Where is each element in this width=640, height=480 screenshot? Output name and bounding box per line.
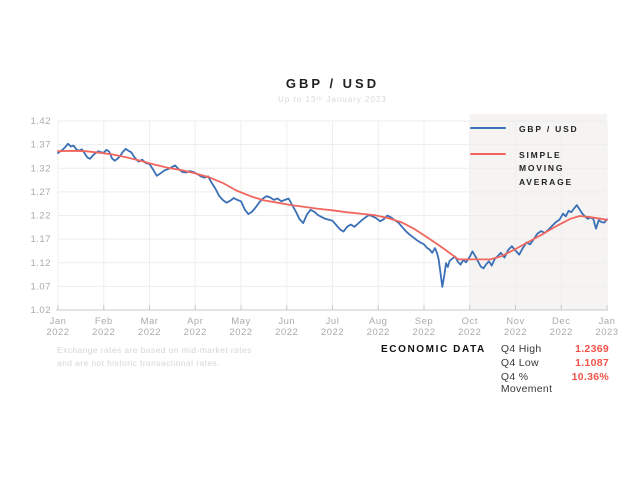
svg-text:1.37: 1.37: [31, 140, 52, 151]
gbp-usd-line-swatch: [470, 127, 506, 129]
chart-legend: GBP / USD SIMPLE MOVING AVERAGE: [470, 123, 610, 202]
legend-label: SIMPLE MOVING AVERAGE: [519, 150, 574, 187]
svg-text:2023: 2023: [595, 327, 618, 338]
svg-text:May: May: [231, 316, 250, 327]
economic-data-heading: ECONOMIC DATA: [381, 344, 486, 355]
svg-text:2022: 2022: [275, 327, 298, 338]
svg-text:2022: 2022: [138, 327, 161, 338]
footnote-line: Exchange rates are based on mid-market r…: [57, 345, 252, 355]
svg-text:2022: 2022: [321, 327, 344, 338]
svg-text:Feb: Feb: [95, 316, 113, 327]
svg-text:Dec: Dec: [552, 316, 570, 327]
svg-text:Jul: Jul: [326, 316, 340, 327]
svg-text:2022: 2022: [184, 327, 207, 338]
svg-text:1.22: 1.22: [31, 211, 52, 222]
svg-text:Jun: Jun: [278, 316, 295, 327]
svg-text:Aug: Aug: [369, 316, 387, 327]
svg-text:1.02: 1.02: [31, 305, 52, 316]
disclaimer-footnote: Exchange rates are based on mid-market r…: [57, 344, 252, 370]
q4-low-label: Q4 Low: [500, 357, 539, 369]
q4-movement-label: Q4 % Movement: [500, 371, 553, 395]
svg-text:2022: 2022: [92, 327, 115, 338]
svg-text:1.32: 1.32: [31, 163, 52, 174]
table-row: Q4 % Movement 10.36%: [501, 371, 609, 395]
q4-movement-value: 10.36%: [571, 371, 609, 383]
svg-text:1.42: 1.42: [31, 116, 52, 127]
footnote-line: and are not historic transactional rates…: [57, 358, 220, 369]
table-row: Q4 High 1.2369: [501, 343, 609, 355]
svg-text:Oct: Oct: [462, 316, 478, 327]
svg-text:2022: 2022: [229, 327, 252, 338]
svg-text:1.27: 1.27: [31, 187, 52, 198]
page-subtitle: Up to 13ᵗʰ January 2023: [278, 95, 387, 104]
svg-text:2022: 2022: [46, 327, 69, 338]
legend-label: GBP / USD: [519, 124, 579, 134]
svg-text:Sep: Sep: [415, 316, 433, 327]
q4-high-label: Q4 High: [500, 343, 542, 355]
svg-text:Jan: Jan: [50, 316, 67, 327]
page-title: GBP / USD: [285, 76, 380, 91]
legend-entry-sma: SIMPLE MOVING AVERAGE: [470, 149, 610, 189]
svg-text:2022: 2022: [367, 327, 390, 338]
q4-low-value: 1.1087: [575, 357, 609, 369]
q4-high-value: 1.2369: [575, 343, 609, 355]
svg-text:1.17: 1.17: [31, 234, 52, 245]
sma-line-swatch: [470, 153, 506, 156]
economic-data-block: ECONOMIC DATA Q4 High 1.2369 Q4 Low 1.10…: [381, 343, 609, 397]
table-row: Q4 Low 1.1087: [501, 357, 609, 369]
svg-text:Apr: Apr: [187, 316, 203, 327]
legend-entry-gbp-usd: GBP / USD: [470, 123, 610, 136]
svg-text:1.12: 1.12: [31, 258, 52, 269]
economic-data-table: Q4 High 1.2369 Q4 Low 1.1087 Q4 % Moveme…: [501, 343, 609, 397]
svg-text:2022: 2022: [458, 327, 481, 338]
svg-text:Nov: Nov: [506, 316, 524, 327]
svg-text:1.07: 1.07: [31, 281, 52, 292]
svg-text:2022: 2022: [550, 327, 573, 338]
svg-text:Jan: Jan: [599, 316, 616, 327]
svg-text:Mar: Mar: [141, 316, 159, 327]
svg-text:2022: 2022: [412, 327, 435, 338]
svg-text:2022: 2022: [504, 327, 527, 338]
